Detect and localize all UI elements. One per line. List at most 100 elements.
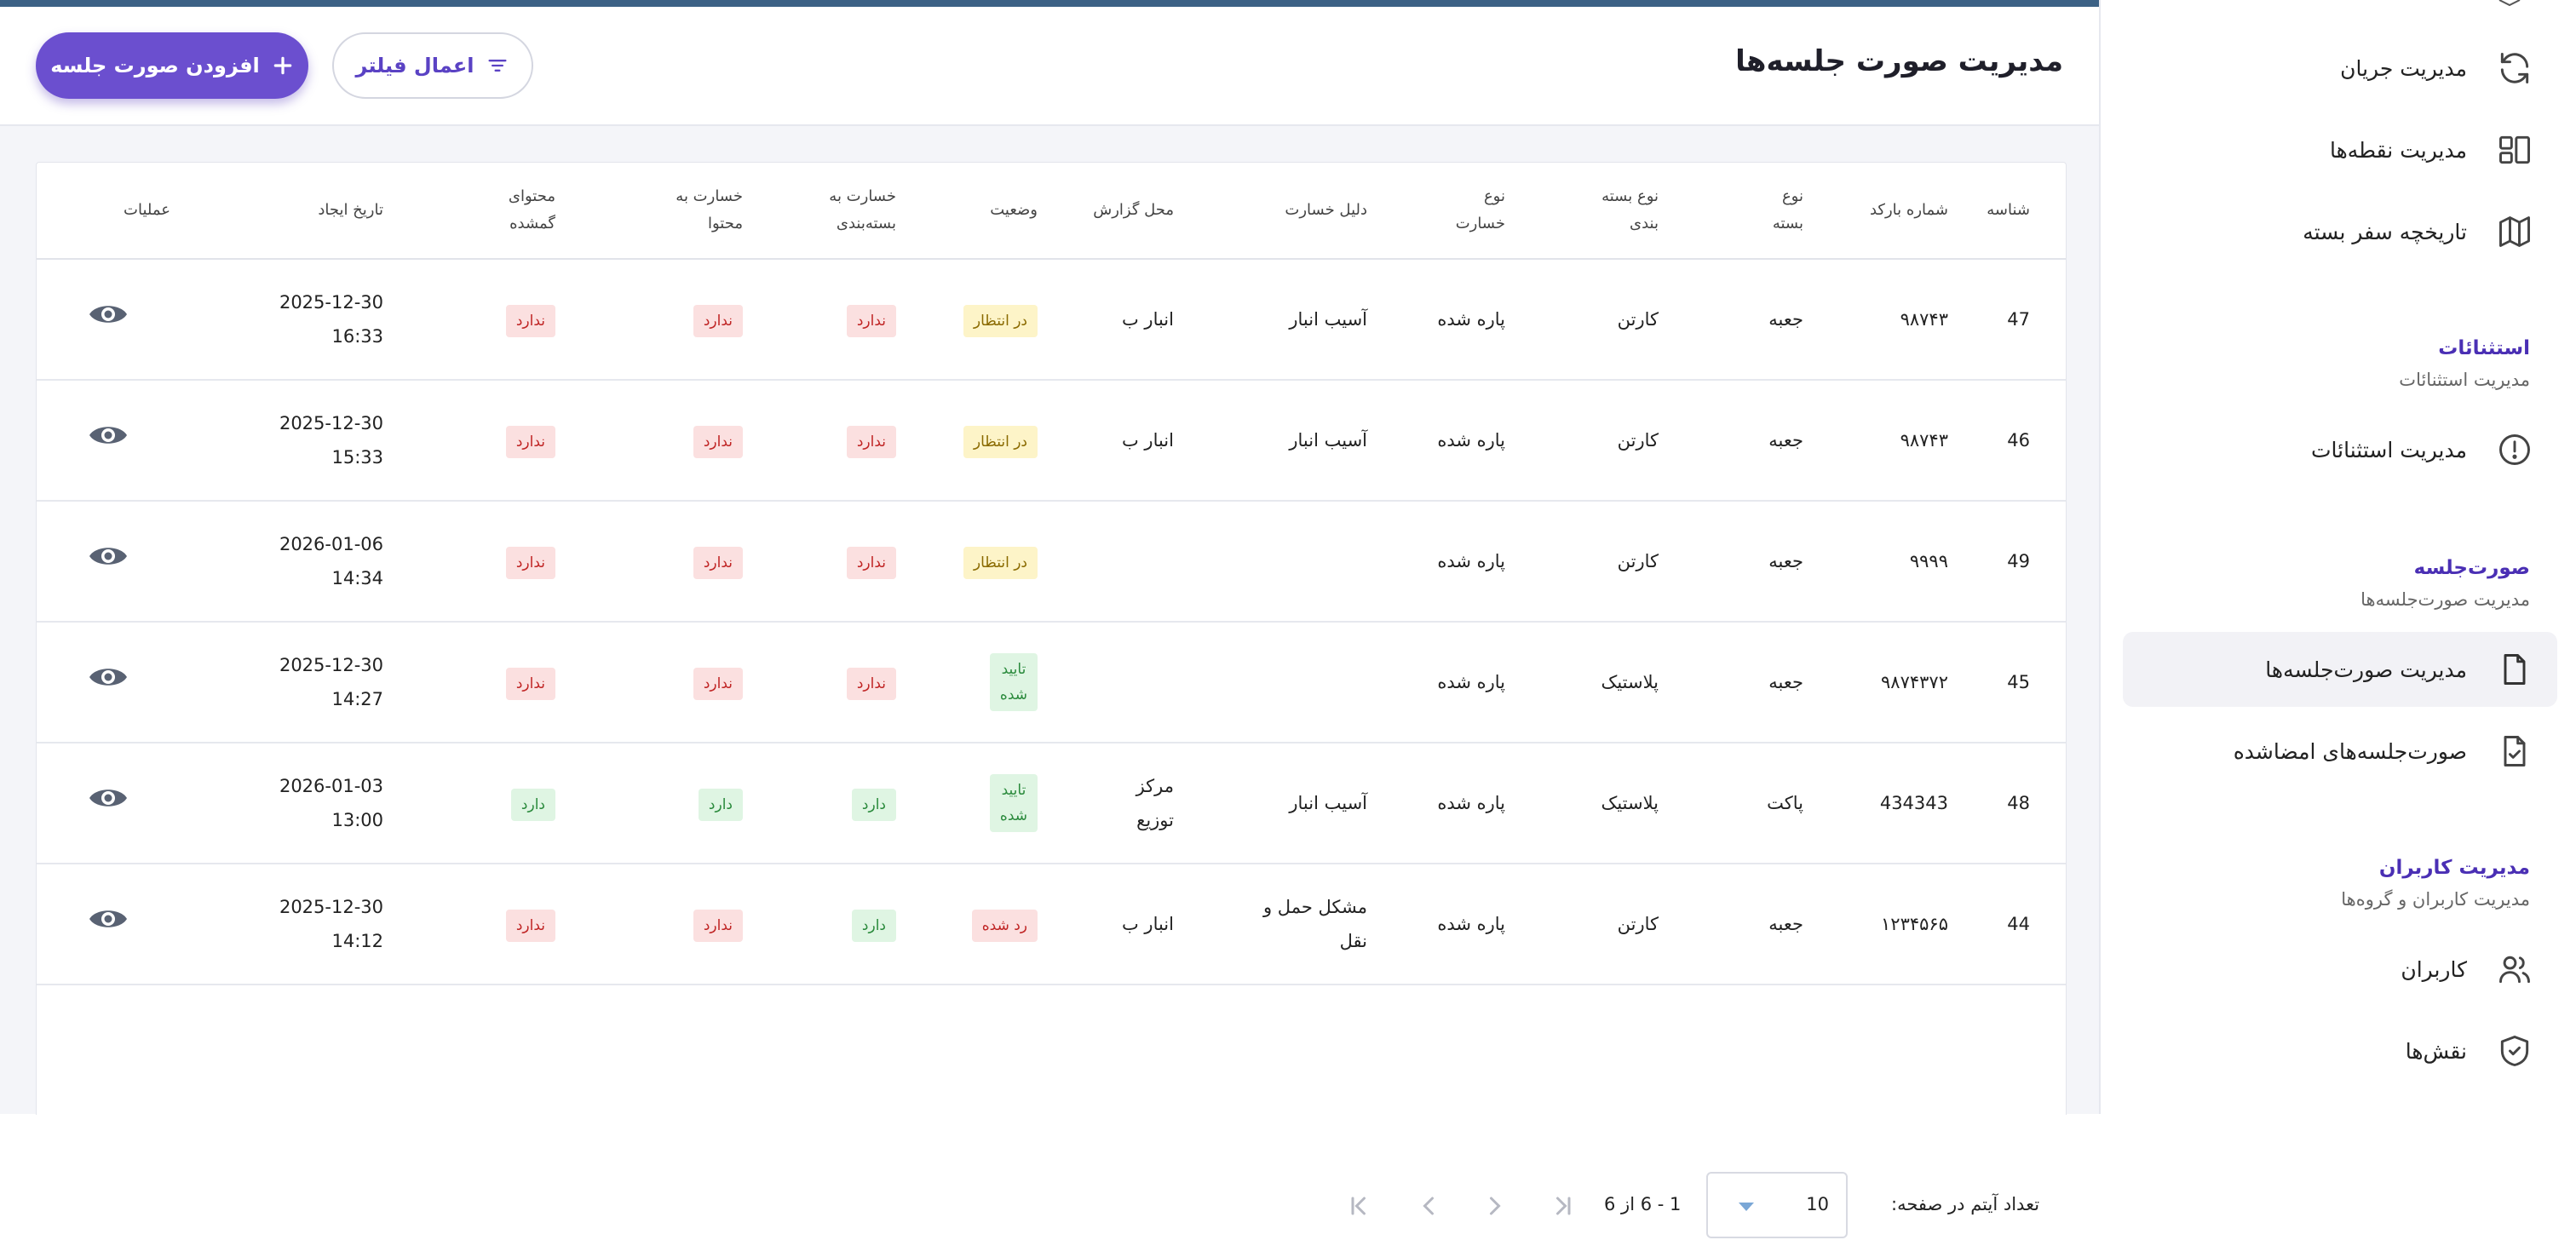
cell-lost_content: ندارد (392, 259, 564, 381)
cell-packaging-text: کارتن (1617, 430, 1659, 451)
cell-pkg_type-text: جعبه (1768, 551, 1803, 571)
eye-icon[interactable] (88, 663, 129, 692)
eye-icon[interactable] (88, 300, 129, 329)
minutes-table: شناسه شماره بارکد نوع بسته نوع بسته بندی نوع… (37, 163, 2066, 985)
eye-icon[interactable] (88, 904, 129, 933)
cell-lost_content: ندارد (392, 501, 564, 623)
yes-no-badge: دارد (851, 909, 896, 942)
sidebar-item-manage-minutes[interactable]: مدیریت صورت‌جلسه‌ها (2123, 632, 2557, 707)
created-date: 2026-01-06 (279, 534, 383, 554)
yes-no-badge: ندارد (505, 304, 555, 337)
yes-no-badge: ندارد (693, 909, 743, 942)
cell-actions (37, 501, 179, 623)
cell-barcode: ۹۸۷۴۳ (1812, 380, 1957, 502)
cell-content_damage: ندارد (564, 864, 751, 985)
cell-report_place: انبار ب (1046, 259, 1182, 381)
cell-id-text: 48 (2007, 793, 2030, 813)
column-header-status: وضعیت (905, 163, 1046, 260)
yes-no-badge: دارد (698, 788, 743, 821)
first-page-icon[interactable] (1345, 1191, 1376, 1221)
eye-icon[interactable] (88, 542, 129, 571)
cell-damage_reason: مشکل حمل و نقل (1182, 864, 1376, 985)
cell-pkg_type: جعبه (1667, 259, 1812, 381)
sidebar-item-label: مدیریت صورت‌جلسه‌ها (2265, 657, 2467, 682)
cell-damage_reason: آسیب انبار (1182, 743, 1376, 864)
cell-barcode: 434343 (1812, 743, 1957, 864)
cell-pkg_damage: دارد (751, 864, 905, 985)
status-badge: تایید شده (989, 774, 1038, 832)
per-page-select[interactable]: 10 (1706, 1172, 1848, 1238)
main-content: مدیریت صورت جلسه‌ها اعمال فیلتر افزودن ص… (0, 0, 2099, 1238)
section-title-minutes: صورت‌جلسه (2413, 557, 2530, 579)
cell-id-text: 45 (2007, 672, 2030, 692)
sidebar-item-label: نقش‌ها (2405, 1038, 2467, 1064)
add-minutes-label: افزودن صورت جلسه (50, 54, 260, 78)
cell-pkg_type: پاکت (1667, 743, 1812, 864)
previous-page-icon[interactable] (1413, 1191, 1444, 1221)
yes-no-badge: ندارد (846, 304, 896, 337)
eye-icon[interactable] (88, 421, 129, 450)
cell-pkg_damage: ندارد (751, 501, 905, 623)
column-header-damage_type: نوع خسارت (1376, 163, 1514, 260)
sidebar-item-users[interactable]: کاربران (2123, 932, 2557, 1007)
file-check-icon (2496, 732, 2533, 770)
cell-barcode-text: ۹۹۹۹ (1909, 551, 1948, 571)
created-time: 16:33 (331, 326, 383, 347)
section-title-users: مدیریت کاربران (2378, 857, 2530, 879)
shield-check-icon (2496, 1032, 2533, 1070)
sidebar-item-roles[interactable]: نقش‌ها (2123, 1013, 2557, 1088)
table-row: 45 ۹۸۷۴۳۷۲ جعبه پلاستیک پاره شده تایید شده ندا… (37, 622, 2066, 743)
cell-report_place: مرکز توزیع (1046, 743, 1182, 864)
table-row: 44 ۱۲۳۴۵۶۵ جعبه کارتن پاره شده مشکل حمل و نقل… (37, 864, 2066, 985)
created-time: 14:27 (331, 689, 383, 709)
cell-report_place-text: انبار ب (1121, 430, 1174, 451)
cell-id-text: 44 (2007, 914, 2030, 934)
last-page-icon[interactable] (1546, 1191, 1577, 1221)
filter-icon (486, 54, 509, 78)
cell-damage_type-text: پاره شده (1437, 551, 1505, 571)
add-minutes-button[interactable]: افزودن صورت جلسه (36, 32, 308, 99)
sidebar-item-flow[interactable]: مدیریت جریان (2123, 31, 2557, 106)
cell-damage_type-text: پاره شده (1437, 914, 1505, 934)
yes-no-badge: ندارد (846, 546, 896, 579)
cell-created: 2026-01-06 14:34 (179, 501, 392, 623)
apply-filter-button[interactable]: اعمال فیلتر (332, 32, 533, 99)
section-subtitle-users: مدیریت کاربران و گروه‌ها (2341, 889, 2530, 910)
cell-damage_reason: آسیب انبار (1182, 380, 1376, 502)
created-time: 14:34 (331, 568, 383, 588)
column-header-report_place: محل گزارش (1046, 163, 1182, 260)
chevron-icon (2493, 0, 2527, 9)
column-header-packaging: نوع بسته بندی (1514, 163, 1667, 260)
yes-no-badge: ندارد (505, 546, 555, 579)
cell-status: در انتظار (905, 259, 1046, 381)
minutes-table-card: شناسه شماره بارکد نوع بسته نوع بسته بندی نوع… (36, 162, 2067, 1238)
status-badge: در انتظار (963, 304, 1038, 337)
cell-id-text: 49 (2007, 551, 2030, 571)
cell-pkg_type-text: جعبه (1768, 430, 1803, 451)
column-header-lost_content: محتوای گمشده (392, 163, 564, 260)
cell-status: تایید شده (905, 622, 1046, 743)
cell-pkg_damage: ندارد (751, 259, 905, 381)
cell-lost_content: ندارد (392, 864, 564, 985)
cell-id-text: 47 (2007, 309, 2030, 330)
cell-damage_type: پاره شده (1376, 380, 1514, 502)
status-badge: در انتظار (963, 425, 1038, 458)
sidebar-item-points[interactable]: مدیریت نقطه‌ها (2123, 112, 2557, 187)
eye-icon[interactable] (88, 784, 129, 812)
refresh-icon (2496, 49, 2533, 87)
created-date: 2025-12-30 (279, 655, 383, 675)
cell-barcode-text: ۱۲۳۴۵۶۵ (1881, 914, 1948, 934)
cell-status: در انتظار (905, 380, 1046, 502)
cell-report_place (1046, 622, 1182, 743)
sidebar-item-signed-minutes[interactable]: صورت‌جلسه‌های امضاشده (2123, 714, 2557, 789)
cell-report_place: انبار ب (1046, 864, 1182, 985)
top-accent-bar (0, 0, 2099, 7)
cell-created: 2026-01-03 13:00 (179, 743, 392, 864)
next-page-icon[interactable] (1480, 1191, 1510, 1221)
sidebar-item-exceptions[interactable]: مدیریت استثنائات (2123, 412, 2557, 487)
cell-damage_type-text: پاره شده (1437, 793, 1505, 813)
sidebar-item-trip-history[interactable]: تاریخچه سفر بسته (2123, 194, 2557, 269)
yes-no-badge: ندارد (693, 425, 743, 458)
cell-packaging-text: پلاستیک (1601, 793, 1659, 813)
cell-pkg_type-text: جعبه (1768, 914, 1803, 934)
